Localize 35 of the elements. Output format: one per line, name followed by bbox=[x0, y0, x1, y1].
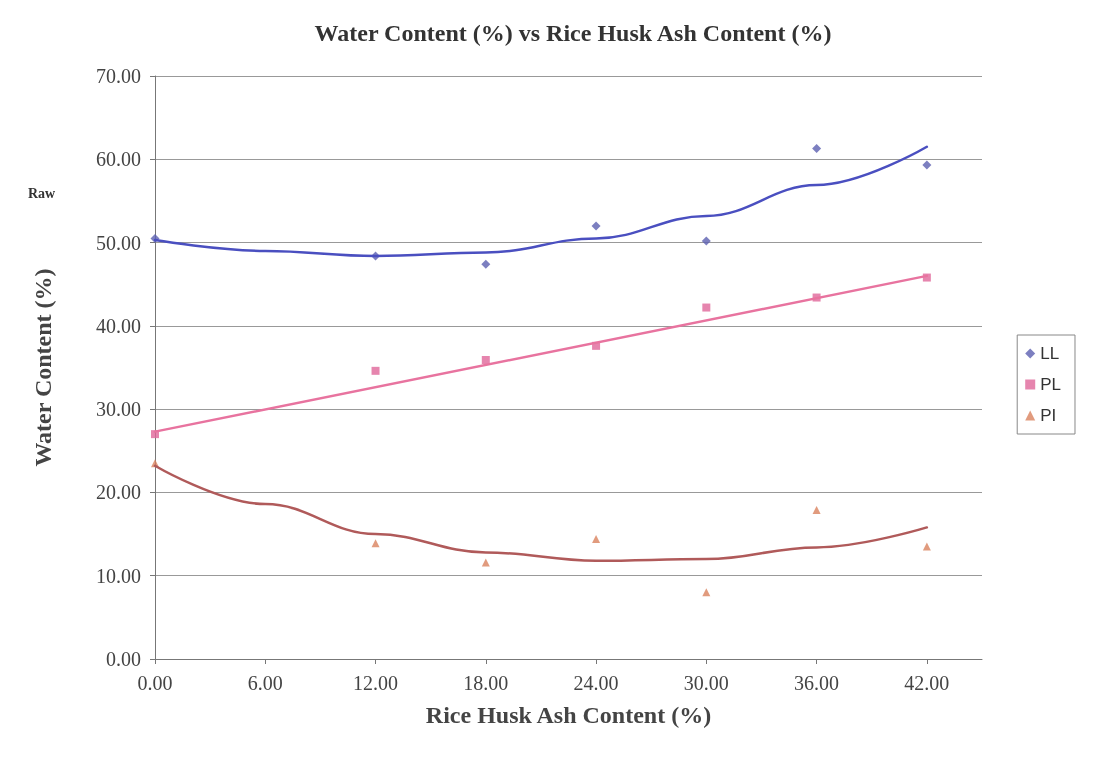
point bbox=[812, 505, 821, 514]
x-tick-label: 42.00 bbox=[904, 672, 950, 694]
point bbox=[371, 366, 380, 375]
x-tick-label: 18.00 bbox=[463, 672, 509, 694]
point bbox=[592, 535, 601, 544]
y-tick-label: 10.00 bbox=[96, 564, 141, 587]
x-tick-label: 24.00 bbox=[573, 672, 619, 694]
text: Raw bbox=[28, 185, 57, 201]
y-axis-title: Water Content (%) bbox=[30, 268, 56, 467]
y-tick-label: 60.00 bbox=[96, 148, 141, 171]
chart-title: Water Content (%) vs Rice Husk Ash Content (%) bbox=[314, 20, 832, 46]
y-tick-label: 50.00 bbox=[96, 231, 141, 254]
y-tick-label: 40.00 bbox=[96, 314, 141, 337]
point bbox=[922, 542, 931, 551]
x-tick-label: 30.00 bbox=[683, 672, 729, 694]
x-tick-label: 36.00 bbox=[794, 672, 840, 694]
y-tick-label: 0.00 bbox=[106, 648, 141, 670]
y-tick-label: 20.00 bbox=[96, 481, 141, 504]
point bbox=[591, 221, 601, 231]
legend-label: PL bbox=[1040, 375, 1061, 394]
point bbox=[481, 259, 491, 269]
point bbox=[701, 236, 711, 246]
x-axis-title: Rice Husk Ash Content (%) bbox=[425, 702, 712, 728]
x-tick-label: 12.00 bbox=[353, 672, 399, 694]
point bbox=[481, 356, 490, 364]
point bbox=[922, 160, 932, 170]
point bbox=[812, 143, 822, 153]
point bbox=[371, 539, 380, 548]
point bbox=[702, 303, 711, 312]
y-tick-label: 30.00 bbox=[96, 398, 141, 421]
legend-label: PI bbox=[1040, 406, 1057, 425]
x-tick-label: 0.00 bbox=[137, 672, 173, 694]
legend-label: LL bbox=[1040, 344, 1060, 363]
x-tick-label: 6.00 bbox=[247, 672, 283, 694]
y-tick-label: 70.00 bbox=[96, 65, 141, 87]
